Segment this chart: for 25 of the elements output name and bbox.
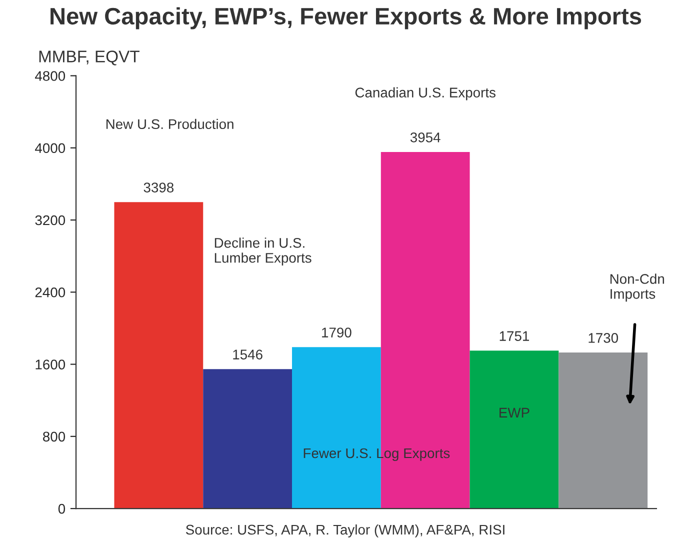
data-label: 3398 xyxy=(144,182,174,192)
bar xyxy=(470,350,559,509)
bar xyxy=(558,352,648,509)
annotation: New U.S. Production xyxy=(106,118,234,130)
bar xyxy=(114,202,204,509)
annotation: Non-Cdn Imports xyxy=(610,274,664,302)
y-axis-title: MMBF, EQVT xyxy=(39,50,140,66)
y-tick-label: 4800 xyxy=(35,71,66,81)
y-tick-label: 4000 xyxy=(35,143,66,154)
y-tick-label: 2400 xyxy=(35,287,66,298)
annotation: EWP xyxy=(500,408,530,418)
data-label: 1790 xyxy=(322,328,352,338)
source-note: Source: USFS, APA, R. Taylor (WMM), AF&PA, RISI xyxy=(186,524,504,538)
annotation: Decline in U.S. Lumber Exports xyxy=(214,238,312,266)
chart-title: New Capacity, EWP’s, Fewer Exports & More Imports xyxy=(50,7,642,30)
y-tick-label: 1600 xyxy=(36,360,66,370)
data-label: 1546 xyxy=(233,350,262,360)
y-tick-label: 800 xyxy=(43,432,66,442)
data-label: 1751 xyxy=(500,331,529,341)
y-tick-label: 0 xyxy=(58,504,66,514)
annotation: Canadian U.S. Exports xyxy=(355,87,496,100)
data-label: 3954 xyxy=(410,132,440,142)
data-label: 1730 xyxy=(588,333,618,343)
bar xyxy=(203,369,292,509)
y-tick-label: 3200 xyxy=(35,215,66,226)
